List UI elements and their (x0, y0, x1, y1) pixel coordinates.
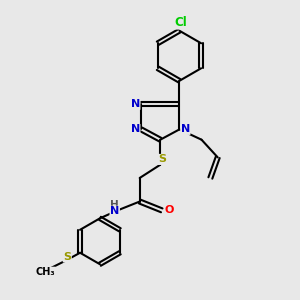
Text: N: N (131, 124, 140, 134)
Text: S: S (63, 252, 71, 262)
Text: S: S (158, 154, 166, 164)
Text: O: O (164, 206, 174, 215)
Text: CH₃: CH₃ (36, 267, 55, 277)
Text: H: H (110, 200, 119, 210)
Text: N: N (110, 206, 119, 216)
Text: N: N (131, 99, 140, 110)
Text: N: N (181, 124, 190, 134)
Text: Cl: Cl (175, 16, 187, 29)
